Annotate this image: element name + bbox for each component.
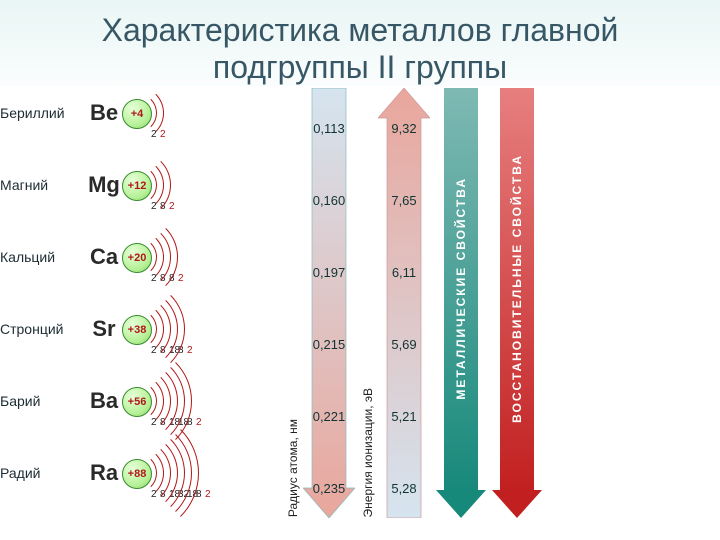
element-name: Магний	[0, 177, 86, 193]
page-title: Характеристика металлов главной подгрупп…	[0, 0, 720, 86]
value-cell: 5,69	[391, 320, 416, 370]
value-cell: 0,235	[313, 464, 346, 514]
nucleus: +38	[122, 315, 152, 345]
shell-electron-count: 8	[196, 489, 202, 500]
element-row: РадийRa+882818321882	[0, 448, 280, 498]
elements-column: БериллийBe+422МагнийMg+12282КальцийCa+20…	[0, 88, 280, 498]
atom-diagram: +422	[122, 88, 175, 138]
element-row: МагнийMg+12282	[0, 160, 280, 210]
shell-electron-count: 2	[178, 273, 184, 284]
value-cell: 7,65	[391, 176, 416, 226]
nucleus: +4	[122, 99, 152, 129]
reducing-label: ВОССТАНОВИТЕЛЬНЫЕ СВОЙСТВА	[510, 154, 524, 423]
atom-diagram: +882818321882	[122, 448, 220, 498]
element-row: КальцийCa+202882	[0, 232, 280, 282]
element-name: Стронций	[0, 321, 86, 337]
value-cell: 0,113	[313, 104, 345, 154]
element-name: Бериллий	[0, 105, 86, 121]
ionization-bar: 9,32 7,65 6,11 5,69 5,21 5,28	[378, 88, 430, 518]
radius-label: Радиус атома, нм	[286, 415, 300, 517]
element-name: Барий	[0, 393, 86, 409]
radius-bar: 0,113 0,160 0,197 0,215 0,221 0,235	[303, 88, 355, 518]
value-cell: 0,160	[313, 176, 346, 226]
element-name: Радий	[0, 465, 86, 481]
shell-electron-count: 2	[187, 345, 193, 356]
shell-electron-count: 2	[196, 417, 202, 428]
value-cell: 0,197	[313, 248, 346, 298]
element-row: БериллийBe+422	[0, 88, 280, 138]
value-cell: 6,11	[392, 248, 416, 298]
nucleus: +12	[122, 171, 152, 201]
value-cell: 5,28	[391, 464, 416, 514]
element-name: Кальций	[0, 249, 86, 265]
shell-electron-count: 2	[205, 489, 211, 500]
diagram-panel: БериллийBe+422МагнийMg+12282КальцийCa+20…	[0, 86, 720, 520]
atom-diagram: +202882	[122, 232, 193, 282]
ionization-column: Энергия ионизации, эВ 9,32 7,65 6,11 5,69 5,…	[361, 88, 430, 518]
value-cell: 0,215	[313, 320, 346, 370]
nucleus: +88	[122, 459, 152, 489]
value-cell: 9,32	[391, 104, 416, 154]
shell-electron-count: 2	[160, 129, 166, 140]
nucleus: +56	[122, 387, 152, 417]
metallic-arrow: МЕТАЛЛИЧЕСКИЕ СВОЙСТВА	[436, 88, 486, 518]
reducing-arrow: ВОССТАНОВИТЕЛЬНЫЕ СВОЙСТВА	[492, 88, 542, 518]
value-cell: 5,21	[391, 392, 416, 442]
shell-electron-count: 2	[169, 201, 175, 212]
nucleus: +20	[122, 243, 152, 273]
radius-column: Радиус атома, нм 0,113 0,160 0,197 0,215 0,2…	[286, 88, 355, 518]
atom-diagram: +12282	[122, 160, 184, 210]
value-cell: 0,221	[313, 392, 346, 442]
ionization-label: Энергия ионизации, эВ	[361, 384, 375, 517]
metallic-label: МЕТАЛЛИЧЕСКИЕ СВОЙСТВА	[454, 177, 468, 400]
